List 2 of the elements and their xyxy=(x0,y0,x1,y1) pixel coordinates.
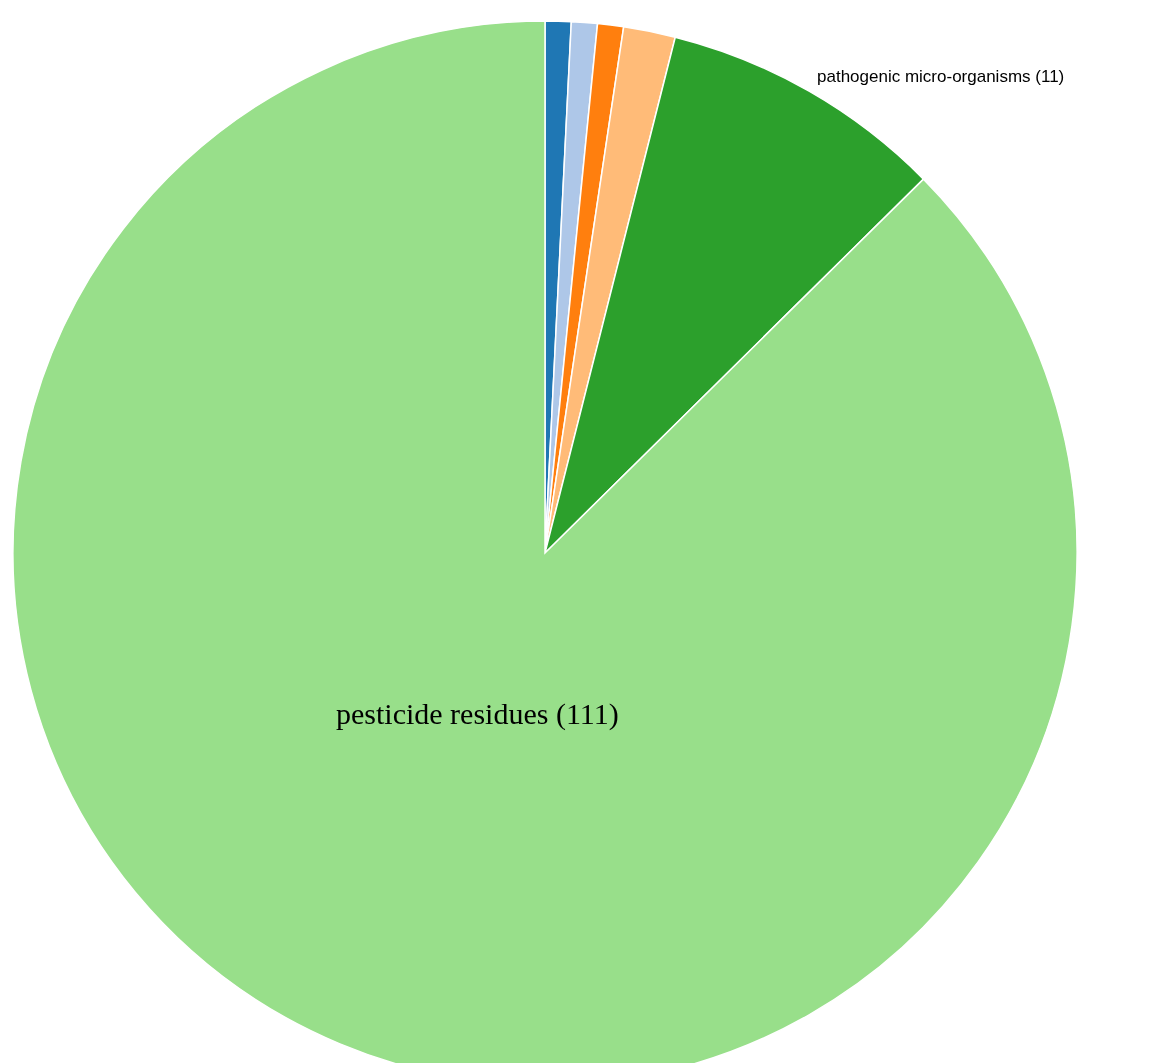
slice-label: pathogenic micro-organisms (11) xyxy=(817,67,1065,87)
slice-label: pesticide residues (111) xyxy=(335,696,619,731)
